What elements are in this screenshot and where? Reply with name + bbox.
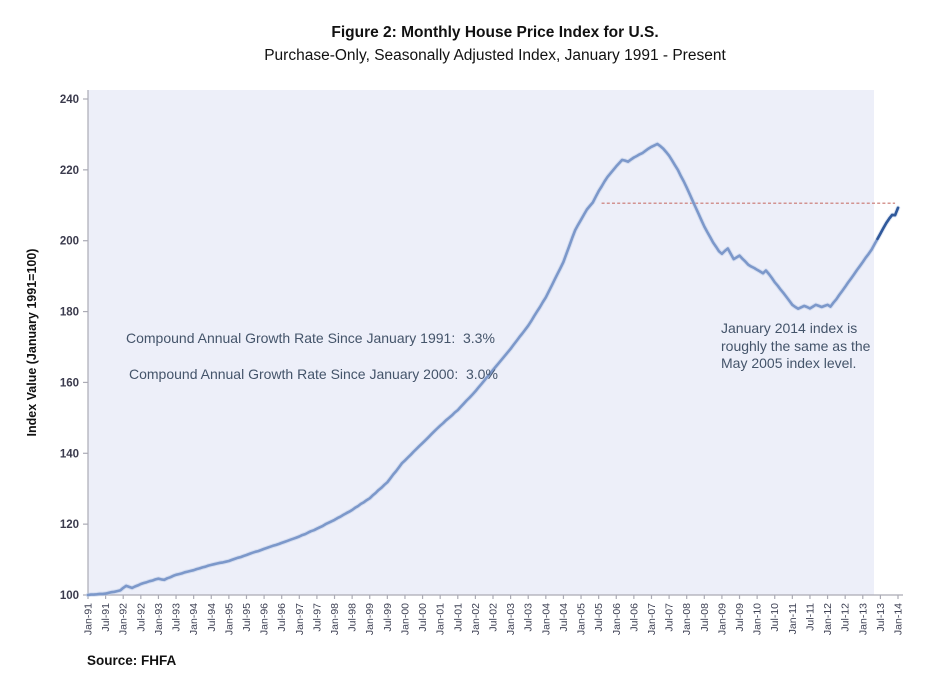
x-tick-label: Jan-09 bbox=[716, 603, 728, 635]
x-tick-label: Jan-11 bbox=[787, 603, 799, 634]
x-tick-label: Jan-00 bbox=[399, 603, 411, 635]
x-tick-label: Jul-04 bbox=[558, 603, 570, 632]
x-tick-label: Jul-01 bbox=[452, 603, 464, 632]
plot-area bbox=[88, 90, 874, 595]
y-tick-label: 240 bbox=[60, 94, 79, 106]
x-tick-label: Jan-98 bbox=[329, 603, 341, 635]
x-tick-label: Jan-06 bbox=[611, 603, 623, 635]
y-tick-label: 120 bbox=[60, 519, 79, 531]
y-axis-ticks: 100 120 140 160 180 200 220 240 bbox=[60, 94, 88, 602]
x-tick-label: Jan-08 bbox=[681, 603, 693, 635]
x-tick-label: Jan-01 bbox=[435, 603, 447, 635]
x-tick-label: Jul-03 bbox=[523, 603, 535, 632]
x-tick-label: Jul-05 bbox=[593, 603, 605, 632]
annotation-cagr-since-1991: Compound Annual Growth Rate Since Januar… bbox=[126, 330, 495, 346]
x-tick-label: Jul-08 bbox=[699, 603, 711, 632]
x-tick-label: Jul-97 bbox=[311, 603, 323, 632]
x-tick-label: Jan-07 bbox=[646, 603, 658, 635]
y-tick-label: 140 bbox=[60, 448, 79, 460]
x-tick-label: Jul-09 bbox=[734, 603, 746, 632]
x-tick-label: Jul-96 bbox=[276, 603, 288, 632]
x-tick-label: Jan-99 bbox=[364, 603, 376, 635]
x-tick-label: Jul-93 bbox=[171, 603, 183, 632]
x-tick-label: Jan-13 bbox=[857, 603, 869, 635]
x-tick-label: Jan-03 bbox=[505, 603, 517, 635]
y-tick-label: 180 bbox=[60, 307, 79, 319]
x-tick-label: Jul-00 bbox=[417, 603, 429, 632]
x-tick-label: Jul-06 bbox=[628, 603, 640, 632]
x-tick-label: Jan-95 bbox=[223, 603, 235, 635]
x-tick-label: Jul-10 bbox=[769, 603, 781, 632]
x-tick-label: Jan-14 bbox=[893, 603, 905, 635]
x-tick-label: Jan-93 bbox=[153, 603, 165, 635]
house-price-index-line-recent bbox=[876, 206, 900, 241]
x-tick-label: Jul-94 bbox=[206, 603, 218, 632]
x-tick-label: Jan-05 bbox=[576, 603, 588, 635]
figure-title: Figure 2: Monthly House Price Index for … bbox=[331, 24, 659, 41]
annotation-jan-2014-note: January 2014 index is roughly the same a… bbox=[721, 320, 871, 371]
x-tick-label: Jan-97 bbox=[294, 603, 306, 635]
x-tick-label: Jul-02 bbox=[488, 603, 500, 632]
x-tick-label: Jan-92 bbox=[118, 603, 130, 635]
x-tick-label: Jul-12 bbox=[840, 603, 852, 632]
x-tick-label: Jul-11 bbox=[804, 603, 816, 631]
y-tick-label: 200 bbox=[60, 236, 79, 248]
y-tick-label: 100 bbox=[60, 590, 79, 602]
x-tick-label: Jan-94 bbox=[188, 603, 200, 635]
axes bbox=[87, 90, 903, 596]
x-tick-label: Jan-10 bbox=[752, 603, 764, 635]
figure-subtitle: Purchase-Only, Seasonally Adjusted Index… bbox=[264, 47, 726, 64]
x-tick-label: Jul-98 bbox=[347, 603, 359, 632]
x-tick-label: Jul-92 bbox=[135, 603, 147, 632]
x-tick-label: Jan-12 bbox=[822, 603, 834, 635]
source-label: Source: FHFA bbox=[87, 653, 177, 668]
house-price-index-line bbox=[86, 142, 900, 597]
x-tick-label: Jan-96 bbox=[259, 603, 271, 635]
y-tick-label: 220 bbox=[60, 165, 79, 177]
x-axis-ticks: Jan-91 Jul-91 Jan-92 Jul-92 Jan-93 Jul-93 Jan-… bbox=[83, 595, 905, 635]
x-tick-label: Jan-04 bbox=[540, 603, 552, 635]
x-tick-label: Jul-91 bbox=[100, 603, 112, 632]
x-tick-label: Jan-91 bbox=[83, 603, 95, 635]
y-tick-label: 160 bbox=[60, 377, 79, 389]
x-tick-label: Jul-99 bbox=[382, 603, 394, 632]
x-tick-label: Jan-02 bbox=[470, 603, 482, 635]
y-axis-title: Index Value (January 1991=100) bbox=[25, 249, 39, 437]
annotation-cagr-since-2000: Compound Annual Growth Rate Since Januar… bbox=[129, 366, 498, 382]
x-tick-label: Jul-07 bbox=[664, 603, 676, 632]
x-tick-label: Jul-95 bbox=[241, 603, 253, 632]
x-tick-label: Jul-13 bbox=[875, 603, 887, 632]
